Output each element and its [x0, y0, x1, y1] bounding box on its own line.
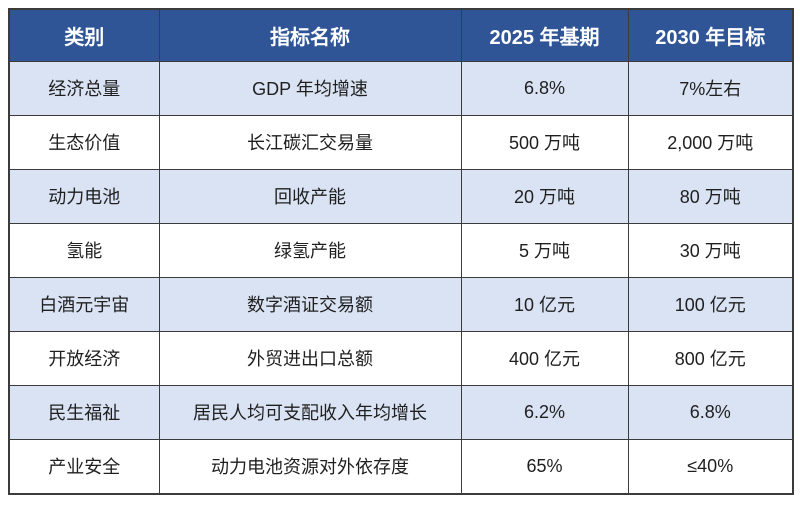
cell-category: 氢能	[8, 222, 160, 278]
cell-base: 6.2%	[460, 384, 629, 440]
cell-target: 6.8%	[627, 384, 794, 440]
cell-indicator: 居民人均可支配收入年均增长	[158, 384, 462, 440]
table-row: 开放经济 外贸进出口总额 400 亿元 800 亿元	[8, 330, 794, 386]
cell-indicator: 绿氢产能	[158, 222, 462, 278]
cell-indicator: 回收产能	[158, 168, 462, 224]
cell-target: 30 万吨	[627, 222, 794, 278]
cell-base: 65%	[460, 438, 629, 495]
cell-target: 80 万吨	[627, 168, 794, 224]
cell-target: 7%左右	[627, 60, 794, 116]
table-row: 产业安全 动力电池资源对外依存度 65% ≤40%	[8, 438, 794, 495]
column-header-category: 类别	[8, 8, 160, 62]
cell-base: 400 亿元	[460, 330, 629, 386]
cell-category: 产业安全	[8, 438, 160, 495]
cell-indicator: 数字酒证交易额	[158, 276, 462, 332]
table-row: 氢能 绿氢产能 5 万吨 30 万吨	[8, 222, 794, 278]
cell-base: 10 亿元	[460, 276, 629, 332]
cell-target: 800 亿元	[627, 330, 794, 386]
cell-base: 20 万吨	[460, 168, 629, 224]
header-row: 类别 指标名称 2025 年基期 2030 年目标	[8, 8, 794, 62]
cell-base: 500 万吨	[460, 114, 629, 170]
table-row: 民生福祉 居民人均可支配收入年均增长 6.2% 6.8%	[8, 384, 794, 440]
table-row: 经济总量 GDP 年均增速 6.8% 7%左右	[8, 60, 794, 116]
cell-category: 经济总量	[8, 60, 160, 116]
cell-category: 动力电池	[8, 168, 160, 224]
cell-indicator: 动力电池资源对外依存度	[158, 438, 462, 495]
cell-category: 民生福祉	[8, 384, 160, 440]
cell-indicator: GDP 年均增速	[158, 60, 462, 116]
table-row: 白酒元宇宙 数字酒证交易额 10 亿元 100 亿元	[8, 276, 794, 332]
table-row: 动力电池 回收产能 20 万吨 80 万吨	[8, 168, 794, 224]
table-row: 生态价值 长江碳汇交易量 500 万吨 2,000 万吨	[8, 114, 794, 170]
cell-target: ≤40%	[627, 438, 794, 495]
column-header-2030-target: 2030 年目标	[627, 8, 794, 62]
indicators-table: 类别 指标名称 2025 年基期 2030 年目标 经济总量 GDP 年均增速 …	[8, 8, 794, 495]
column-header-indicator: 指标名称	[158, 8, 462, 62]
cell-target: 100 亿元	[627, 276, 794, 332]
cell-category: 开放经济	[8, 330, 160, 386]
cell-indicator: 外贸进出口总额	[158, 330, 462, 386]
column-header-2025-base: 2025 年基期	[460, 8, 629, 62]
cell-category: 白酒元宇宙	[8, 276, 160, 332]
cell-base: 5 万吨	[460, 222, 629, 278]
cell-base: 6.8%	[460, 60, 629, 116]
cell-target: 2,000 万吨	[627, 114, 794, 170]
cell-category: 生态价值	[8, 114, 160, 170]
cell-indicator: 长江碳汇交易量	[158, 114, 462, 170]
